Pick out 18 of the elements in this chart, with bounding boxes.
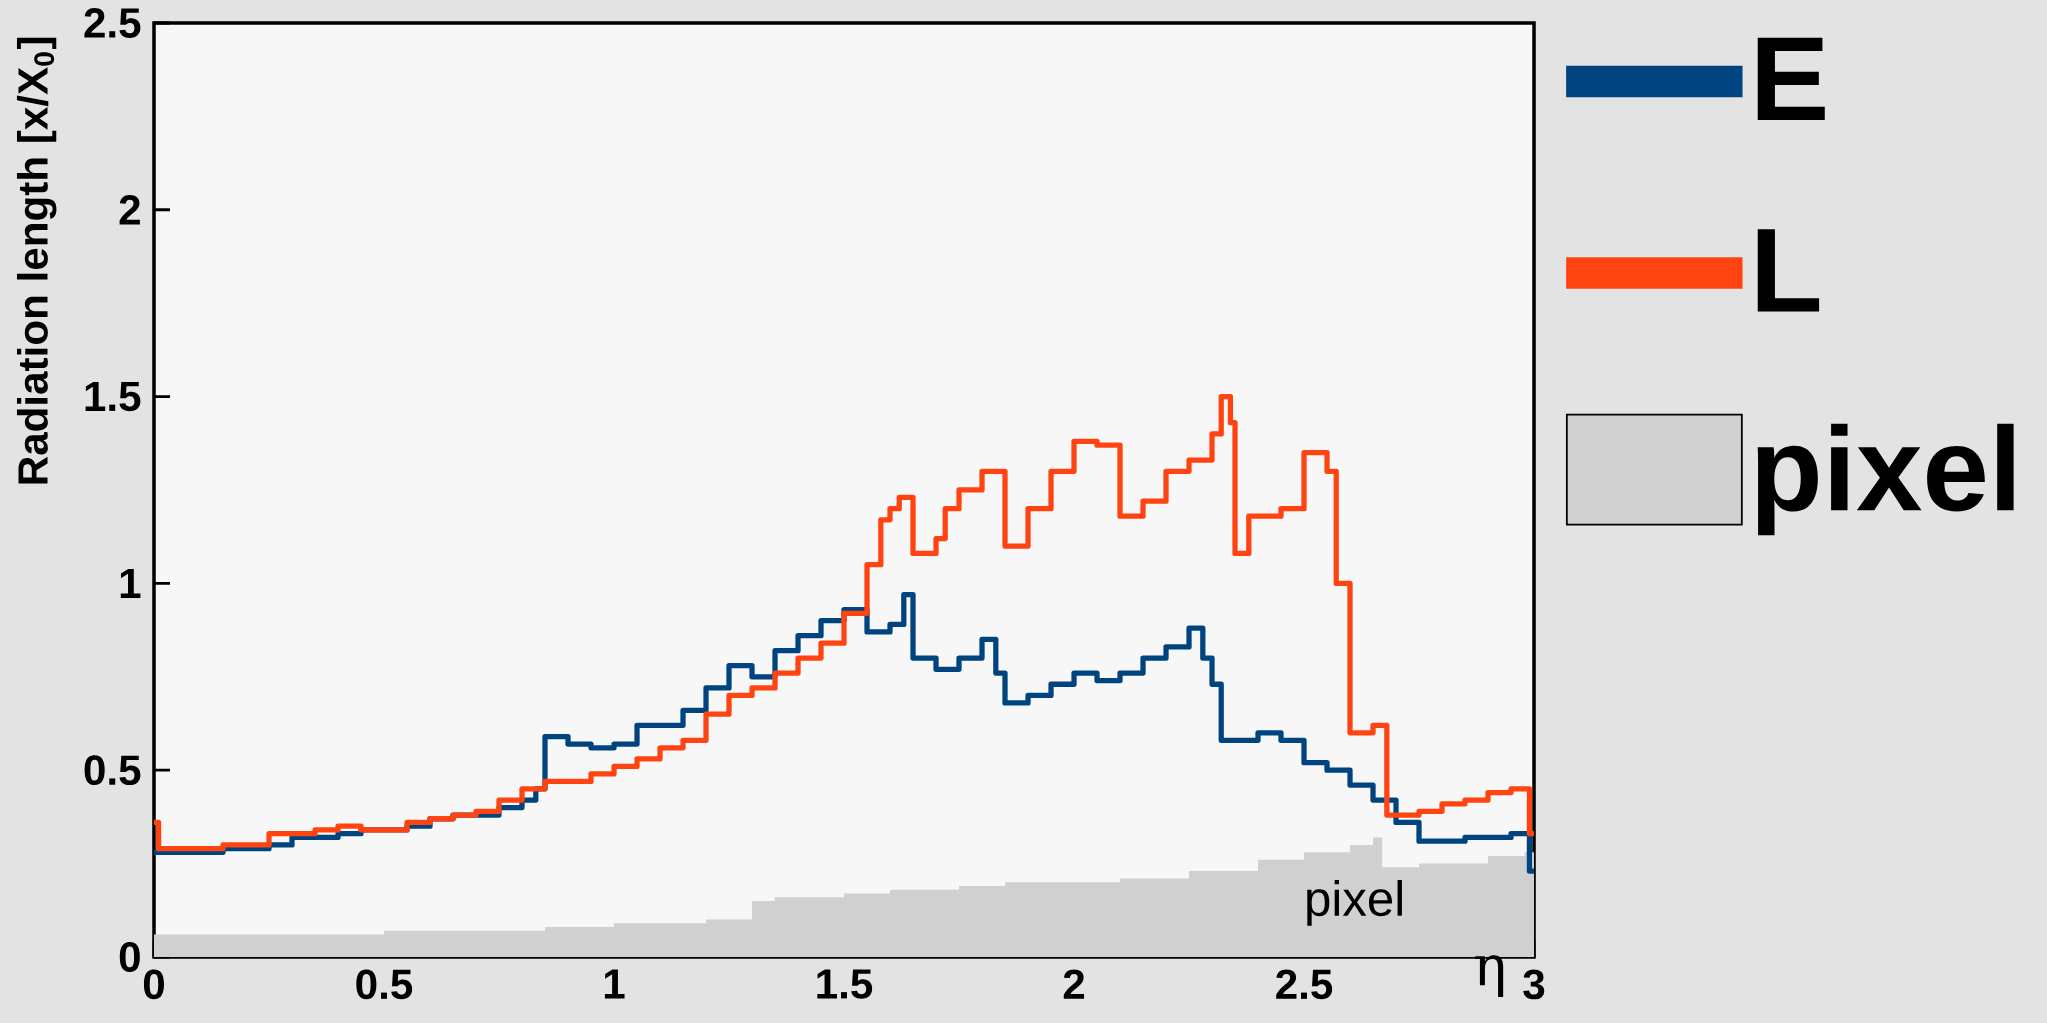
x-tick-label: 1.5 bbox=[817, 969, 873, 999]
annotation: pixel bbox=[1307, 880, 1402, 926]
x-tick-label: 3 bbox=[1523, 969, 1545, 1000]
legend-label: pixel bbox=[1757, 423, 2014, 536]
x-tick-label: 2 bbox=[1063, 969, 1085, 999]
legend-label: L bbox=[1757, 229, 1820, 312]
x-tick-label: 0 bbox=[143, 969, 164, 1000]
y-tick-label: 0 bbox=[119, 942, 140, 972]
y-tick-label: 1.5 bbox=[85, 381, 141, 412]
y-axis-title: Radiation length [x/X$_{0}$] bbox=[16, 37, 57, 484]
y-tick-label: 0.5 bbox=[84, 755, 141, 786]
legend-label: E bbox=[1757, 37, 1825, 120]
y-tick-label: 2.5 bbox=[84, 8, 141, 38]
x-tick-label: 2.5 bbox=[1276, 969, 1333, 1000]
x-tick-label: 0.5 bbox=[356, 969, 413, 1000]
y-tick-label: 1 bbox=[120, 568, 141, 598]
y-tick-label: 2 bbox=[119, 195, 140, 225]
x-tick-label: 1 bbox=[604, 969, 625, 999]
